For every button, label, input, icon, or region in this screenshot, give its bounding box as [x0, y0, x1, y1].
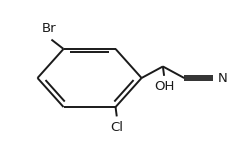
- Text: Cl: Cl: [110, 121, 123, 134]
- Text: N: N: [218, 71, 227, 85]
- Text: OH: OH: [154, 80, 175, 93]
- Text: Br: Br: [42, 22, 56, 35]
